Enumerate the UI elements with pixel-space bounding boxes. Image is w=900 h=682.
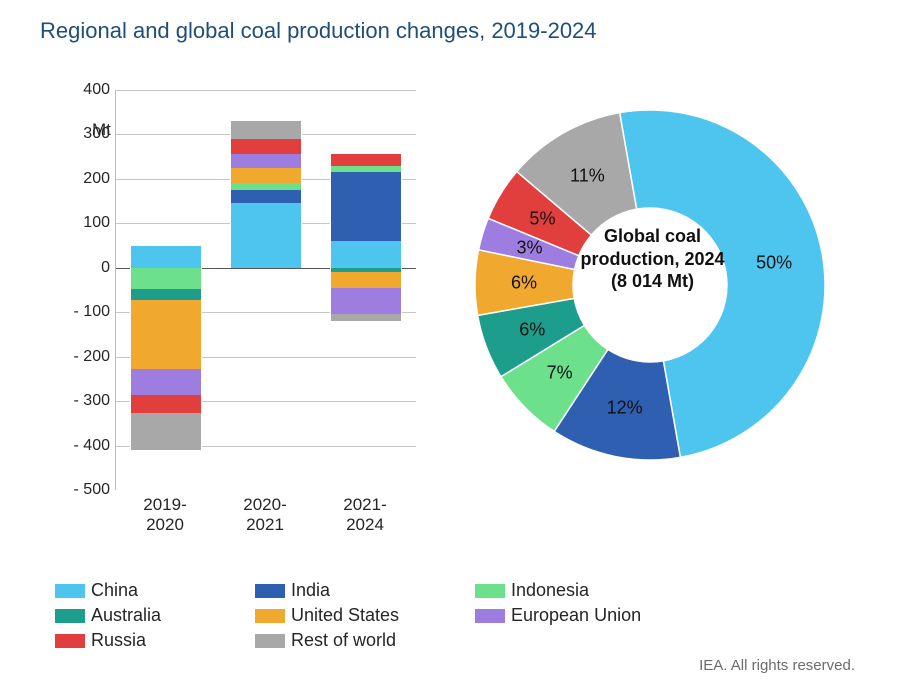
legend-swatch bbox=[55, 634, 85, 648]
legend-item: Rest of world bbox=[255, 630, 475, 651]
legend-label: European Union bbox=[511, 605, 641, 626]
legend-label: India bbox=[291, 580, 330, 601]
donut-slice-label: 7% bbox=[547, 362, 573, 383]
y-tick-label: - 400 bbox=[50, 437, 110, 455]
legend-label: China bbox=[91, 580, 138, 601]
y-tick-label: 100 bbox=[50, 214, 110, 232]
legend-label: Russia bbox=[91, 630, 146, 651]
bar-segment bbox=[130, 268, 202, 289]
legend-swatch bbox=[255, 609, 285, 623]
legend-swatch bbox=[255, 584, 285, 598]
bar-segment bbox=[130, 395, 202, 413]
x-tick-label: 2020-2021 bbox=[215, 495, 315, 535]
y-tick-label: 300 bbox=[50, 125, 110, 143]
bar-plot-area bbox=[115, 90, 416, 490]
bar-segment bbox=[130, 300, 202, 369]
footer-text: IEA. All rights reserved. bbox=[699, 657, 855, 674]
bar-segment bbox=[230, 190, 302, 203]
chart-title: Regional and global coal production chan… bbox=[40, 18, 597, 44]
donut-slice-label: 12% bbox=[607, 398, 643, 419]
legend-swatch bbox=[55, 609, 85, 623]
legend: China India Indonesia Australia United State… bbox=[55, 580, 835, 651]
bar-segment bbox=[330, 288, 402, 315]
donut-slice-label: 6% bbox=[519, 319, 545, 340]
y-tick-label: - 100 bbox=[50, 303, 110, 321]
legend-item: Australia bbox=[55, 605, 255, 626]
legend-label: Australia bbox=[91, 605, 161, 626]
legend-item: European Union bbox=[475, 605, 695, 626]
bar-segment bbox=[330, 272, 402, 288]
y-tick-label: - 200 bbox=[50, 348, 110, 366]
donut-chart: Global coal production, 2024 (8 014 Mt) … bbox=[450, 85, 850, 485]
legend-swatch bbox=[475, 584, 505, 598]
legend-item: Russia bbox=[55, 630, 255, 651]
bar-column bbox=[130, 90, 202, 490]
y-tick-label: 200 bbox=[50, 170, 110, 188]
legend-swatch bbox=[55, 584, 85, 598]
legend-item: India bbox=[255, 580, 475, 601]
legend-label: United States bbox=[291, 605, 399, 626]
y-tick-label: 0 bbox=[50, 259, 110, 277]
bar-segment bbox=[230, 168, 302, 184]
bar-segment bbox=[130, 289, 202, 300]
legend-item: Indonesia bbox=[475, 580, 695, 601]
legend-label: Rest of world bbox=[291, 630, 396, 651]
x-tick-label: 2021-2024 bbox=[315, 495, 415, 535]
bar-segment bbox=[230, 154, 302, 167]
bar-segment bbox=[330, 154, 402, 165]
y-tick-label: - 500 bbox=[50, 481, 110, 499]
donut-center-title: Global coal production, 2024 bbox=[580, 226, 724, 269]
donut-slice-label: 3% bbox=[516, 238, 542, 259]
legend-item: United States bbox=[255, 605, 475, 626]
bar-chart: Mt 2019-20202020-20212021-2024 400300200… bbox=[40, 70, 420, 540]
legend-swatch bbox=[475, 609, 505, 623]
donut-center-sub: (8 014 Mt) bbox=[611, 271, 694, 291]
bar-segment bbox=[330, 314, 402, 321]
legend-label: Indonesia bbox=[511, 580, 589, 601]
donut-slice-label: 6% bbox=[511, 273, 537, 294]
bar-column bbox=[230, 90, 302, 490]
y-tick-label: 400 bbox=[50, 81, 110, 99]
x-tick-label: 2019-2020 bbox=[115, 495, 215, 535]
bar-segment bbox=[330, 166, 402, 173]
bar-segment bbox=[230, 203, 302, 267]
bar-column bbox=[330, 90, 402, 490]
bar-segment bbox=[230, 121, 302, 139]
y-tick-label: - 300 bbox=[50, 392, 110, 410]
bar-segment bbox=[330, 241, 402, 268]
donut-slice-label: 5% bbox=[529, 209, 555, 230]
bar-segment bbox=[330, 172, 402, 241]
donut-slice-label: 11% bbox=[570, 165, 605, 186]
bar-segment bbox=[130, 246, 202, 268]
bar-segment bbox=[130, 413, 202, 450]
donut-center-label: Global coal production, 2024 (8 014 Mt) bbox=[575, 225, 730, 293]
legend-item: China bbox=[55, 580, 255, 601]
bar-segment bbox=[230, 139, 302, 155]
legend-swatch bbox=[255, 634, 285, 648]
donut-slice-label: 50% bbox=[756, 253, 792, 274]
bar-segment bbox=[230, 183, 302, 190]
bar-segment bbox=[130, 369, 202, 396]
